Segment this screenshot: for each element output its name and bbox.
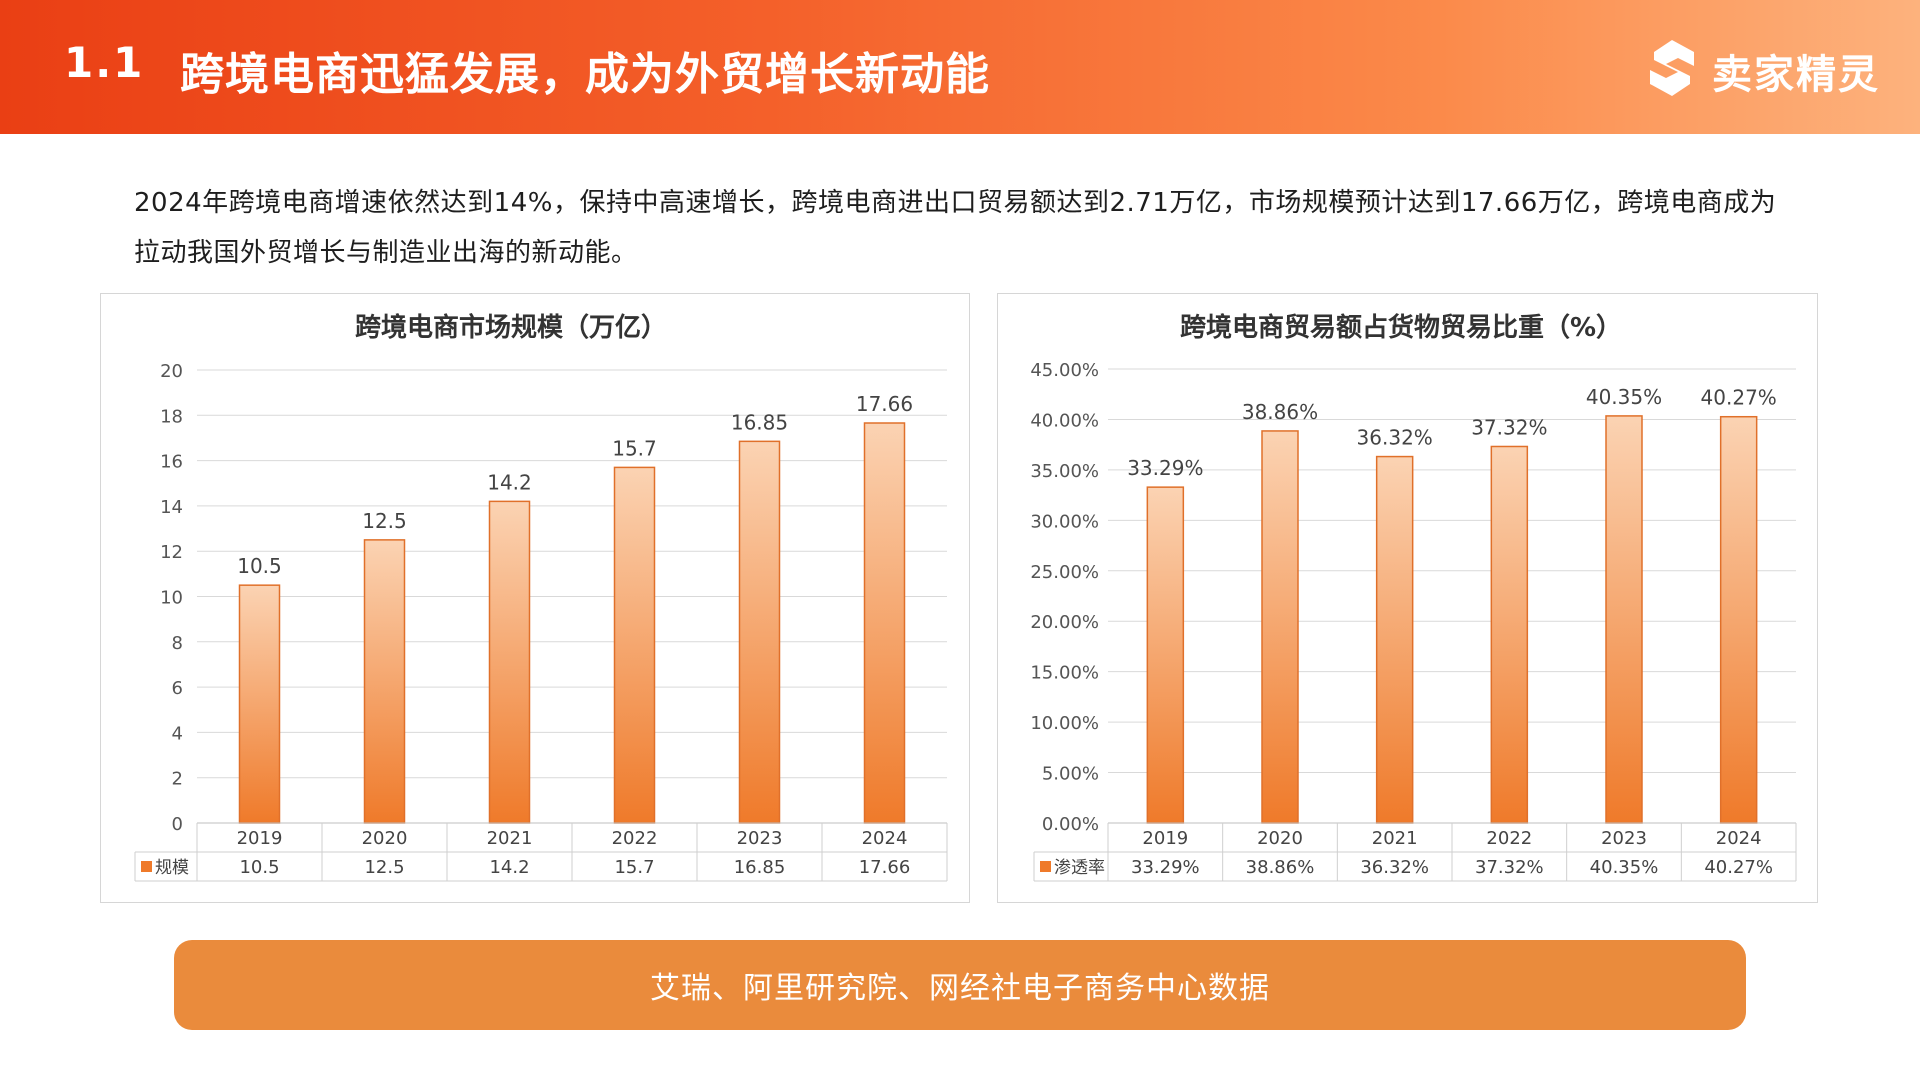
- data-label: 15.7: [612, 436, 657, 460]
- y-tick-label: 20.00%: [1030, 612, 1099, 633]
- table-value: 38.86%: [1246, 857, 1315, 878]
- x-tick-label: 2024: [862, 828, 908, 849]
- x-tick-label: 2024: [1716, 828, 1762, 849]
- x-tick-label: 2022: [612, 828, 658, 849]
- x-tick-label: 2022: [1486, 828, 1532, 849]
- table-value: 14.2: [489, 857, 529, 878]
- x-tick-label: 2019: [1142, 828, 1188, 849]
- x-tick-label: 2023: [737, 828, 783, 849]
- chart-title: 跨境电商市场规模（万亿）: [355, 312, 667, 343]
- data-label: 17.66: [856, 392, 913, 416]
- bar: [1261, 430, 1299, 824]
- bar: [738, 440, 781, 824]
- trade-share-chart: 跨境电商贸易额占货物贸易比重（%） 0.00% 5.00% 10.00% 15.00% 2…: [1030, 312, 1797, 882]
- section-number: 1.1: [64, 38, 145, 87]
- data-label: 38.86%: [1242, 400, 1318, 424]
- source-banner: 艾瑞、阿里研究院、网经社电子商务中心数据: [174, 940, 1746, 1030]
- header-banner: 1.1 跨境电商迅猛发展，成为外贸增长新动能 卖家精灵: [0, 0, 1920, 134]
- table-value: 36.32%: [1360, 857, 1429, 878]
- legend-swatch: [1040, 861, 1051, 872]
- source-text: 艾瑞、阿里研究院、网经社电子商务中心数据: [650, 971, 1270, 1006]
- market-size-chart-panel: 跨境电商市场规模（万亿） 0 2 4 6 8 10 12 14 16 18 20 10.5 12.5 14.…: [100, 293, 970, 903]
- y-tick-label: 20: [160, 361, 183, 382]
- bar: [488, 500, 531, 824]
- legend-swatch: [141, 861, 152, 872]
- data-label: 40.27%: [1701, 386, 1777, 410]
- bar: [363, 539, 406, 824]
- y-tick-label: 12: [160, 542, 183, 563]
- data-label: 14.2: [487, 470, 532, 494]
- bar: [1146, 486, 1185, 824]
- x-tick-label: 2023: [1601, 828, 1647, 849]
- y-tick-label: 30.00%: [1030, 511, 1099, 532]
- data-label: 33.29%: [1127, 456, 1203, 480]
- y-tick-label: 10.00%: [1030, 713, 1099, 734]
- data-label: 12.5: [362, 509, 407, 533]
- y-tick-label: 15.00%: [1030, 663, 1099, 684]
- y-tick-label: 45.00%: [1030, 360, 1099, 381]
- y-tick-label: 10: [160, 588, 183, 609]
- x-tick-label: 2021: [487, 828, 533, 849]
- y-tick-label: 4: [172, 723, 183, 744]
- legend-label: 渗透率: [1054, 858, 1105, 878]
- x-tick-label: 2020: [362, 828, 408, 849]
- x-tick-label: 2020: [1257, 828, 1303, 849]
- table-value: 10.5: [239, 857, 279, 878]
- legend-label: 规模: [155, 858, 189, 878]
- table-value: 37.32%: [1475, 857, 1544, 878]
- y-tick-label: 40.00%: [1030, 410, 1099, 431]
- page-title: 跨境电商迅猛发展，成为外贸增长新动能: [180, 49, 990, 100]
- y-tick-label: 25.00%: [1030, 562, 1099, 583]
- logo-icon: [1650, 40, 1694, 96]
- x-tick-label: 2019: [237, 828, 283, 849]
- table-value: 40.27%: [1704, 857, 1773, 878]
- y-tick-label: 6: [172, 678, 183, 699]
- table-value: 15.7: [614, 857, 654, 878]
- table-value: 40.35%: [1590, 857, 1659, 878]
- y-tick-label: 0: [172, 814, 183, 835]
- bar: [1605, 415, 1643, 824]
- y-tick-label: 8: [172, 633, 183, 654]
- table-value: 16.85: [734, 857, 786, 878]
- chart-title: 跨境电商贸易额占货物贸易比重（%）: [1180, 312, 1622, 343]
- y-tick-label: 5.00%: [1042, 764, 1099, 785]
- market-size-chart: 跨境电商市场规模（万亿） 0 2 4 6 8 10 12 14 16 18 20 10.5 12.5 14.…: [134, 312, 948, 882]
- data-label: 40.35%: [1586, 385, 1662, 409]
- trade-share-chart-panel: 跨境电商贸易额占货物贸易比重（%） 0.00% 5.00% 10.00% 15.00% 2…: [997, 293, 1818, 903]
- bar: [863, 422, 906, 824]
- brand-logo: 卖家精灵: [1644, 36, 1884, 100]
- y-tick-label: 0.00%: [1042, 814, 1099, 835]
- bar: [1375, 455, 1414, 824]
- bar: [1490, 445, 1529, 824]
- table-value: 12.5: [364, 857, 404, 878]
- data-label: 10.5: [237, 554, 282, 578]
- logo-text: 卖家精灵: [1712, 52, 1880, 98]
- bar: [238, 584, 281, 824]
- bar: [613, 466, 656, 824]
- table-value: 33.29%: [1131, 857, 1200, 878]
- table-value: 17.66: [859, 857, 911, 878]
- y-tick-label: 2: [172, 769, 183, 790]
- y-tick-label: 35.00%: [1030, 461, 1099, 482]
- data-label: 37.32%: [1471, 415, 1547, 439]
- x-tick-label: 2021: [1372, 828, 1418, 849]
- y-tick-label: 18: [160, 406, 183, 427]
- y-tick-label: 14: [160, 497, 183, 518]
- y-tick-label: 16: [160, 452, 183, 473]
- intro-paragraph: 2024年跨境电商增速依然达到14%，保持中高速增长，跨境电商进出口贸易额达到2…: [134, 188, 1777, 268]
- bar: [1719, 415, 1758, 824]
- data-label: 16.85: [731, 410, 788, 434]
- data-label: 36.32%: [1357, 426, 1433, 450]
